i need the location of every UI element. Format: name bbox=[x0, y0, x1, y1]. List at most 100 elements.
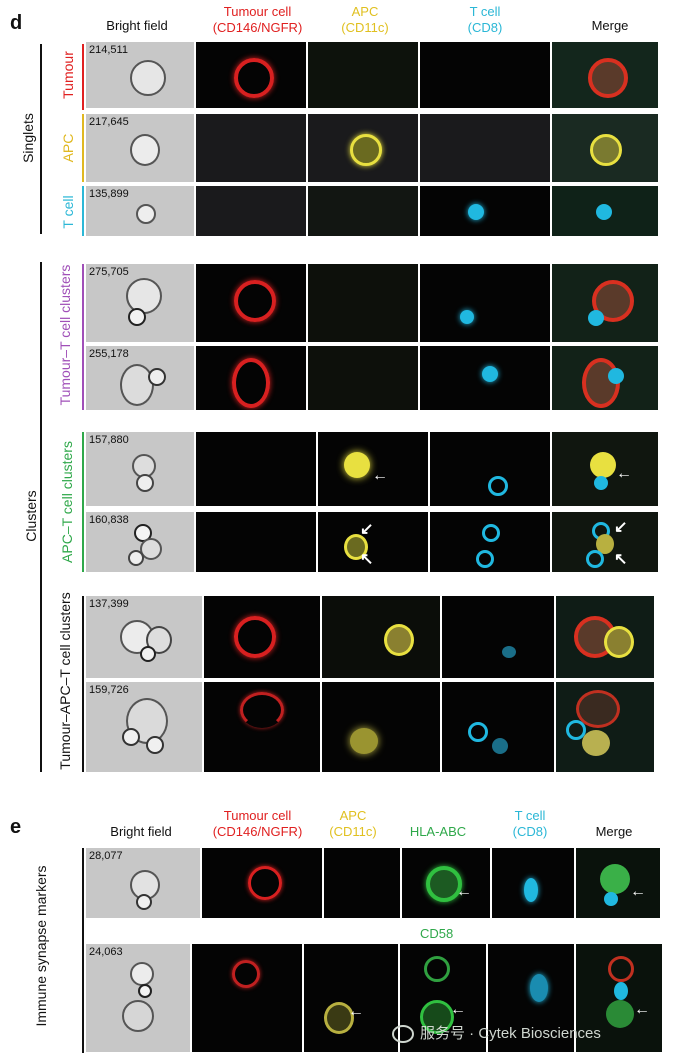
tumour-channel-tile bbox=[204, 596, 320, 678]
event-id: 255,178 bbox=[89, 348, 129, 360]
header-merge: Merge bbox=[570, 18, 650, 34]
bright-field-cell bbox=[136, 204, 156, 224]
merge-tumour-signal bbox=[576, 690, 620, 728]
row-label-tumour: Tumour bbox=[60, 51, 76, 99]
tcell-channel-tile bbox=[430, 432, 550, 506]
tumour-channel-tile bbox=[204, 682, 320, 772]
tumour-cell-signal bbox=[234, 280, 276, 322]
bright-field-cell bbox=[122, 1000, 154, 1032]
tcell-signal bbox=[482, 366, 498, 382]
cd58-label: CD58 bbox=[420, 926, 454, 941]
header-line2: (CD146/NGFR) bbox=[212, 824, 303, 839]
merge-tcell-signal bbox=[566, 720, 586, 740]
merge-tile bbox=[552, 346, 658, 410]
event-id: 24,063 bbox=[89, 946, 123, 958]
image-row-tumour-t-cluster-1: 275,705 bbox=[86, 264, 658, 342]
merge-tumour-signal bbox=[608, 956, 634, 982]
bright-field-cell bbox=[140, 538, 162, 560]
merge-tile: ← bbox=[576, 944, 662, 1052]
apc-signal bbox=[324, 1002, 354, 1034]
image-row-tumour-apc-t-cluster-2: 159,726 bbox=[86, 682, 654, 772]
apc-signal bbox=[344, 452, 370, 478]
tcell-signal bbox=[530, 974, 548, 1002]
bright-field-cell bbox=[128, 308, 146, 326]
image-row-tumour-t-cluster-2: 255,178 bbox=[86, 346, 658, 410]
tcell-channel-tile bbox=[442, 596, 554, 678]
header-line2: (CD11c) bbox=[329, 824, 377, 839]
header-line1: Tumour cell bbox=[223, 808, 292, 823]
header-tumour-cell-e: Tumour cell (CD146/NGFR) bbox=[200, 808, 315, 840]
tcell-channel-tile bbox=[492, 848, 574, 918]
merge-tile: ↙ ↖ bbox=[552, 512, 658, 572]
row-label-tumour-apc-t-clusters: Tumour–APC–T cell clusters bbox=[57, 592, 73, 770]
arrow-icon: ↙ bbox=[360, 521, 374, 538]
hla-abc-channel-tile: ← bbox=[400, 944, 486, 1052]
apc-channel-tile bbox=[308, 114, 418, 182]
bright-field-tile: 275,705 bbox=[86, 264, 194, 342]
bright-field-tile: 159,726 bbox=[86, 682, 202, 772]
tcell-channel-tile bbox=[430, 512, 550, 572]
header-line1: Merge bbox=[591, 18, 629, 33]
watermark-text: 服务号 · Cytek Biosciences bbox=[420, 1025, 601, 1042]
tcell-channel-tile bbox=[420, 114, 550, 182]
bright-field-cell bbox=[128, 550, 144, 566]
bright-field-tile: 160,838 bbox=[86, 512, 194, 572]
merge-tile bbox=[552, 42, 658, 108]
header-hla-abc: HLA-ABC bbox=[398, 824, 478, 840]
tcell-channel-tile bbox=[488, 944, 574, 1052]
header-bright-field-e: Bright field bbox=[96, 824, 186, 840]
event-id: 217,645 bbox=[89, 116, 129, 128]
tcell-channel-tile bbox=[420, 42, 550, 108]
event-id: 159,726 bbox=[89, 684, 129, 696]
image-row-apc-singlet: 217,645 bbox=[86, 114, 658, 182]
singlets-bracket bbox=[40, 44, 42, 234]
apc-channel-tile bbox=[324, 848, 400, 918]
image-row-immune-synapse-1: 28,077 ← ← bbox=[86, 848, 660, 918]
hla-abc-signal bbox=[426, 866, 462, 902]
hla-abc-signal bbox=[424, 956, 450, 982]
merge-hla-abc-signal bbox=[606, 1000, 634, 1028]
tcell-signal bbox=[468, 722, 488, 742]
bright-field-cell bbox=[136, 894, 152, 910]
tumour-channel-tile bbox=[196, 346, 306, 410]
merge-tile bbox=[556, 596, 654, 678]
header-line2: (CD146/NGFR) bbox=[212, 20, 303, 35]
tcell-row-bracket bbox=[82, 186, 84, 236]
bright-field-cell bbox=[120, 364, 154, 406]
header-apc: APC (CD11c) bbox=[325, 4, 405, 36]
bright-field-cell bbox=[146, 736, 164, 754]
arrow-icon: ← bbox=[634, 1001, 650, 1018]
merge-tcell-signal bbox=[608, 368, 624, 384]
apc-channel-tile: ← bbox=[318, 432, 428, 506]
tumour-channel-tile bbox=[196, 264, 306, 342]
tumour-cell-signal bbox=[234, 616, 276, 658]
bright-field-tile: 214,511 bbox=[86, 42, 194, 108]
event-id: 135,899 bbox=[89, 188, 129, 200]
merge-tile bbox=[552, 186, 658, 236]
apc-row-bracket bbox=[82, 114, 84, 182]
merge-tile bbox=[552, 114, 658, 182]
apc-channel-tile bbox=[308, 264, 418, 342]
header-line1: Merge bbox=[595, 824, 633, 839]
tcell-signal bbox=[476, 550, 494, 568]
header-line2: (CD11c) bbox=[341, 20, 389, 35]
header-line2: (CD8) bbox=[467, 20, 503, 35]
hla-abc-channel-tile: ← bbox=[402, 848, 490, 918]
apc-channel-tile: ↙ ↖ bbox=[318, 512, 428, 572]
bright-field-tile: 28,077 bbox=[86, 848, 200, 918]
merge-tcell-signal bbox=[594, 476, 608, 490]
merge-tcell-signal bbox=[614, 982, 628, 1000]
apc-channel-tile: ← bbox=[304, 944, 398, 1052]
event-id: 28,077 bbox=[89, 850, 123, 862]
panel-d-letter: d bbox=[10, 12, 23, 34]
apc-signal bbox=[384, 624, 414, 656]
tcell-signal bbox=[502, 646, 516, 658]
merge-tile: ← bbox=[552, 432, 658, 506]
merge-tcell-signal bbox=[604, 892, 618, 906]
tumour-channel-tile bbox=[192, 944, 302, 1052]
arrow-icon: ← bbox=[450, 1001, 466, 1018]
tcell-signal bbox=[492, 738, 508, 754]
arrow-icon: ← bbox=[348, 1003, 364, 1020]
event-id: 137,399 bbox=[89, 598, 129, 610]
header-line1: Tumour cell bbox=[223, 4, 292, 19]
